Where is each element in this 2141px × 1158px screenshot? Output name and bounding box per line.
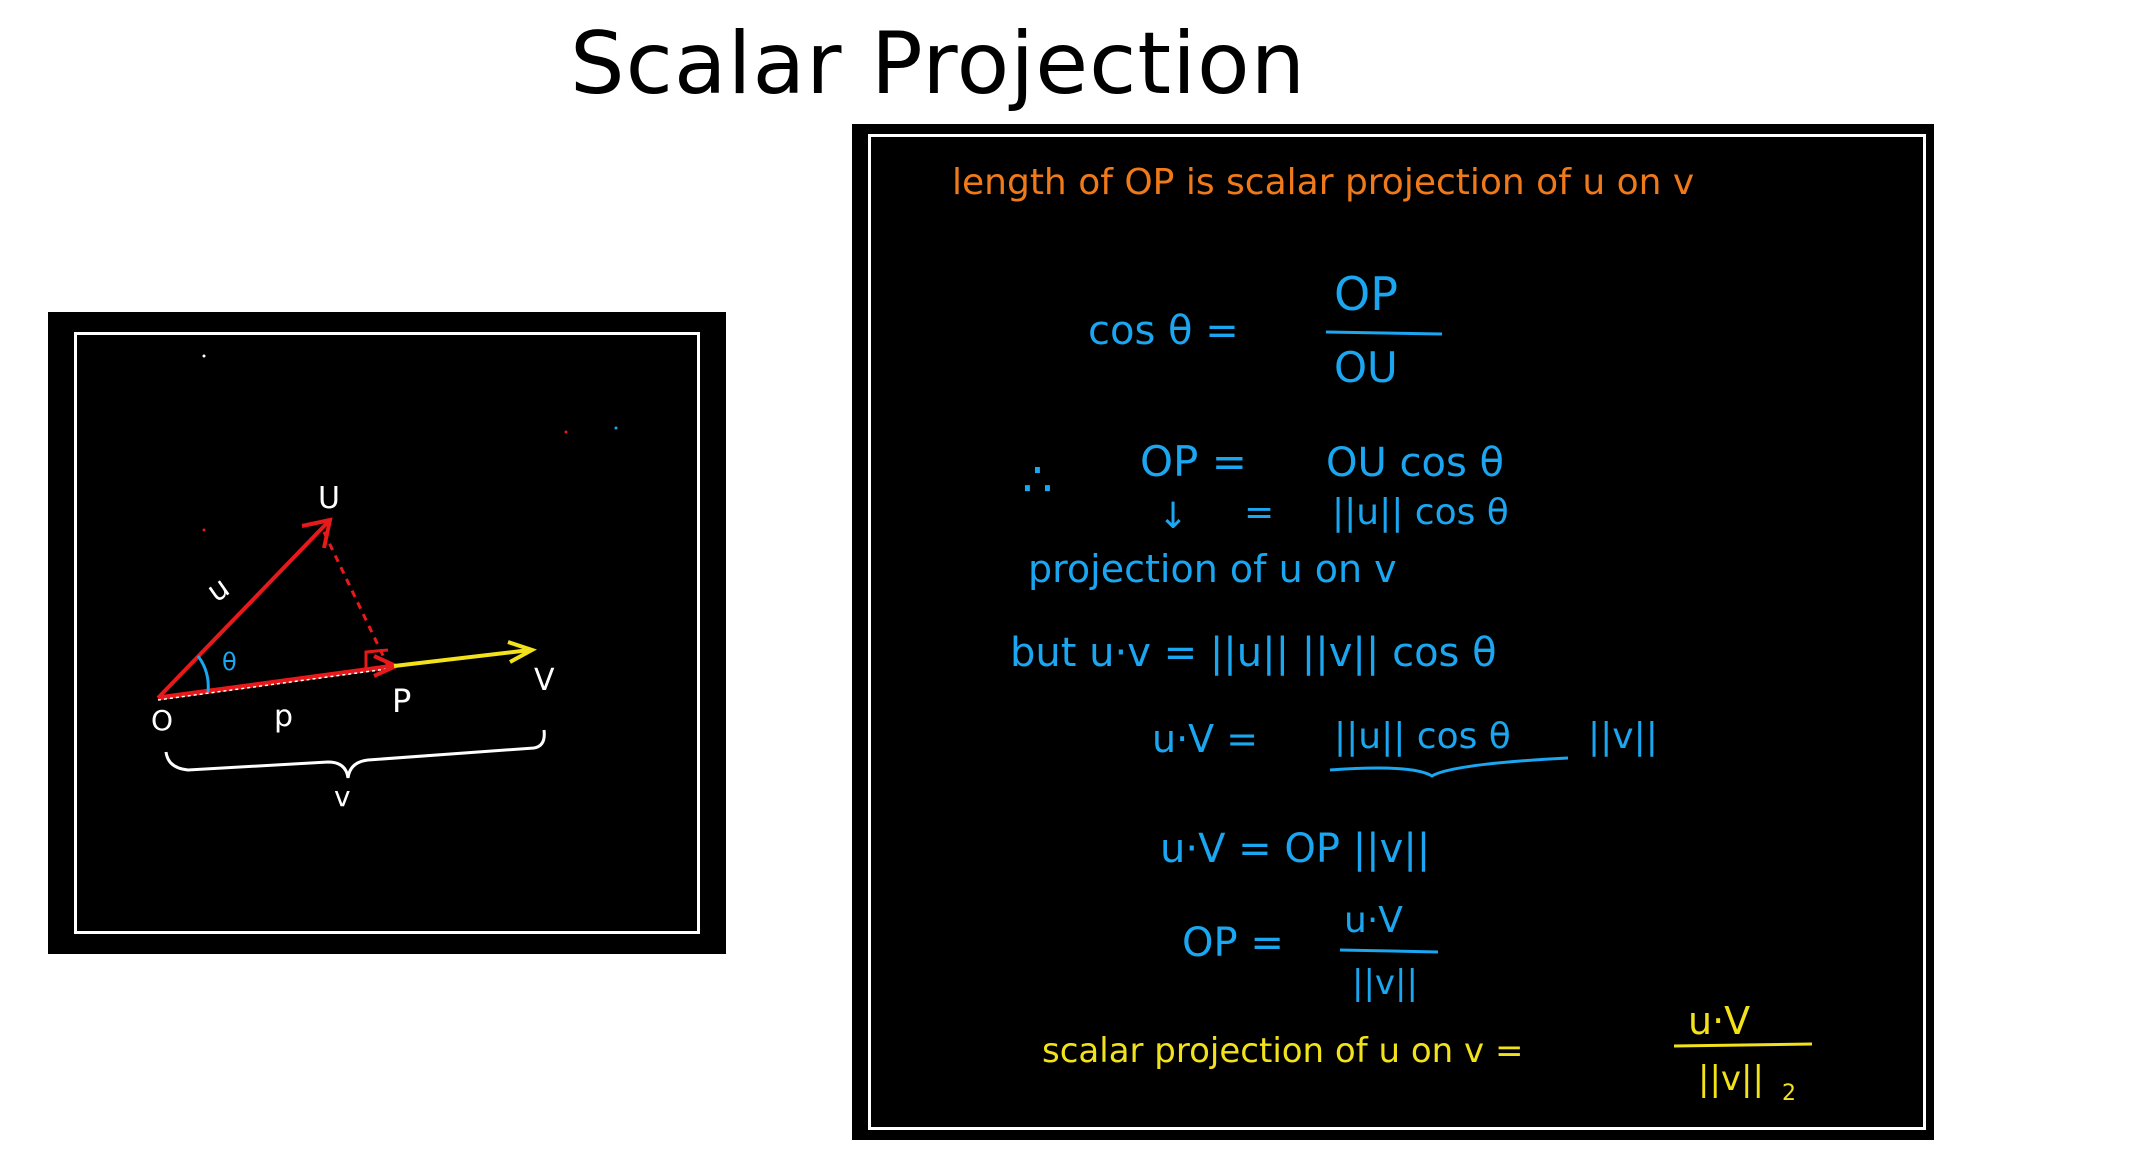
notes-canvas: length of OP is scalar projection of u o… [952, 162, 1813, 1106]
speck [202, 528, 206, 532]
vector-op [157, 663, 395, 701]
perpendicular-dashed-line [322, 531, 390, 667]
op-lhs: OP = [1182, 920, 1284, 966]
down-arrow: ↓ [1158, 496, 1188, 537]
op-numerator: u·V [1344, 900, 1403, 941]
final-numerator: u·V [1688, 999, 1750, 1043]
diagram-board: O U u θ p P V v [48, 312, 726, 954]
final-subscript: 2 [1782, 1081, 1796, 1106]
uv-rhs: ||v|| [1588, 716, 1658, 757]
cos-fraction-bar [1325, 330, 1443, 336]
notes-board: length of OP is scalar projection of u o… [852, 124, 1934, 1140]
vector-op-highlight [157, 667, 395, 701]
page-title: Scalar Projection [570, 14, 1307, 114]
label-v-upper: V [534, 663, 555, 698]
uv2: u·V = OP ||v|| [1160, 826, 1430, 872]
label-p-lower: p [274, 699, 293, 734]
speck [564, 430, 568, 434]
label-v-lower: v [334, 780, 351, 813]
op-fraction-bar [1339, 948, 1439, 954]
speck [614, 426, 618, 430]
speck [202, 354, 206, 358]
projection-diagram: O U u θ p P V v [151, 354, 618, 813]
norm-cos: ||u|| cos θ [1332, 492, 1509, 533]
cos-lhs: cos θ = [1088, 308, 1239, 354]
angle-arc [196, 655, 210, 693]
uv-lhs: u·V = [1152, 717, 1258, 761]
but-line: but u·v = ||u|| ||v|| cos θ [1010, 630, 1497, 676]
label-u-lower: u [201, 570, 237, 610]
op-denominator: ||v|| [1352, 963, 1418, 1003]
uv-underline [1329, 756, 1569, 778]
label-o: O [151, 704, 173, 737]
final-fraction-bar [1673, 1042, 1813, 1048]
op-rhs: OU cos θ [1326, 440, 1504, 486]
cos-denominator: OU [1334, 343, 1398, 392]
vector-pv-arrowhead [507, 640, 537, 664]
final-lhs: scalar projection of u on v = [1042, 1031, 1523, 1071]
op-eq: OP = [1140, 437, 1247, 486]
uv-underlined: ||u|| cos θ [1334, 716, 1511, 757]
label-p-upper: P [392, 682, 411, 720]
vector-pv [393, 648, 531, 668]
therefore-symbol: ∴ [1022, 452, 1053, 508]
projection-label: projection of u on v [1028, 547, 1397, 591]
label-theta: θ [222, 648, 237, 676]
final-denominator: ||v|| [1698, 1059, 1764, 1099]
notes-frame [868, 134, 1926, 1130]
cos-numerator: OP [1334, 267, 1398, 321]
note-line-1: length of OP is scalar projection of u o… [952, 162, 1694, 203]
brace-v [164, 729, 546, 779]
vector-u [156, 520, 330, 700]
eq2: = [1244, 492, 1274, 533]
diagram-frame [74, 332, 700, 934]
label-u-upper: U [318, 481, 340, 516]
right-angle-marker [364, 648, 389, 668]
